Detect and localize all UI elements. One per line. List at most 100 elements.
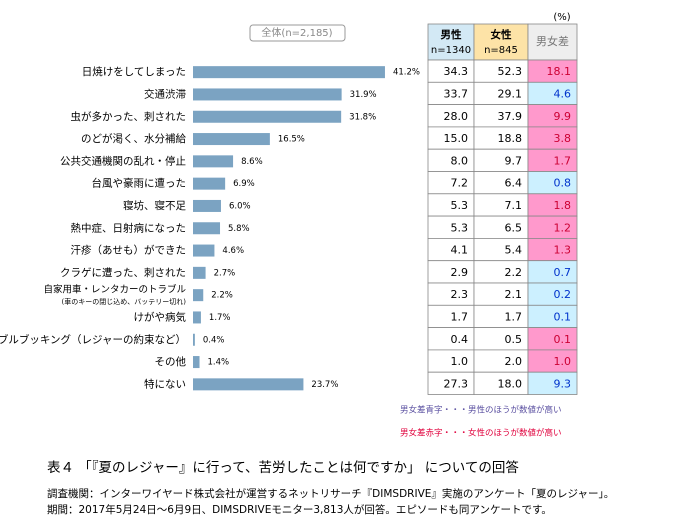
- category-label: 特にない: [144, 378, 186, 390]
- cell-value: 27.3: [444, 377, 469, 390]
- category-label: 寝坊、寝不足: [123, 199, 186, 212]
- value-label: 6.0%: [229, 201, 251, 211]
- value-label: 23.7%: [311, 380, 338, 390]
- cell-value: 5.4: [505, 244, 523, 257]
- header-cell: [527, 23, 578, 61]
- footnote: 調査機関：インターワイヤード株式会社が運営するネットリサーチ『DIMSDRIVE…: [47, 487, 614, 500]
- cell-value: 18.1: [547, 65, 572, 78]
- category-label: 日焼けをしてしまった: [82, 66, 186, 78]
- cell-value: 0.4: [451, 333, 469, 346]
- value-label: 2.2%: [211, 291, 233, 301]
- bar: [193, 110, 342, 123]
- cell-value: 5.3: [451, 221, 469, 234]
- unit-label: (%): [553, 12, 570, 23]
- cell-value: 0.1: [554, 310, 572, 323]
- cell-value: 0.8: [554, 177, 572, 190]
- cell-value: 0.7: [554, 266, 572, 279]
- cell-value: 1.7: [505, 310, 523, 323]
- cell-value: 7.2: [451, 177, 469, 190]
- category-label: 交通渋滞: [144, 87, 186, 100]
- cell-value: 1.7: [451, 310, 469, 323]
- category-label: 熱中症、日射病になった: [71, 221, 187, 234]
- cell-value: 5.3: [451, 199, 469, 212]
- table-cell: [527, 371, 578, 395]
- value-label: 5.8%: [228, 224, 250, 234]
- header-label: 男性: [441, 28, 462, 41]
- cell-value: 9.7: [505, 154, 523, 167]
- value-label: 31.9%: [350, 90, 377, 100]
- cell-value: 1.0: [451, 355, 469, 368]
- cell-value: 52.3: [498, 65, 523, 78]
- cell-value: 0.5: [505, 333, 523, 346]
- bar: [193, 333, 195, 346]
- bar: [193, 133, 270, 146]
- cell-value: 1.3: [554, 244, 572, 257]
- cell-value: 4.6: [554, 87, 572, 100]
- category-label: 虫が多かった、刺された: [71, 110, 187, 123]
- category-label: 自家用車・レンタカーのトラブル: [43, 284, 186, 296]
- bar: [193, 356, 200, 369]
- footnote: 期間：2017年5月24日～6月9日、DIMSDRIVEモニター3,813人が回…: [47, 503, 552, 516]
- cell-value: 28.0: [444, 110, 469, 123]
- header-label: 女性: [491, 28, 512, 41]
- value-label: 16.5%: [278, 135, 305, 145]
- category-label: その他: [155, 355, 187, 368]
- value-label: 1.4%: [208, 358, 230, 368]
- cell-value: 9.9: [554, 110, 572, 123]
- value-label: 41.2%: [393, 68, 420, 78]
- bar: [193, 378, 304, 391]
- cell-value: 2.3: [451, 288, 469, 301]
- cell-value: 0.1: [554, 333, 572, 346]
- category-label: 台風や豪雨に遭った: [92, 177, 187, 190]
- header-n: n=1340: [431, 45, 471, 56]
- value-label: 6.9%: [233, 179, 255, 189]
- header-label: 男女差: [536, 34, 569, 48]
- cell-value: 34.3: [444, 65, 469, 78]
- bar: [193, 88, 342, 101]
- bar: [193, 266, 206, 279]
- chart-title: 表４ 「『夏のレジャー』に行って、苦労したことは何ですか」 についての回答: [47, 459, 519, 476]
- header-cell: [427, 23, 475, 61]
- cell-value: 37.9: [498, 110, 523, 123]
- value-label: 8.6%: [241, 157, 263, 167]
- note: 男女差赤字・・・女性のほうが数値が高い: [400, 428, 562, 439]
- cell-value: 1.2: [554, 221, 572, 234]
- category-label: ダブルブッキング（レジャーの約束など）: [0, 333, 186, 346]
- bar: [193, 222, 221, 235]
- cell-value: 15.0: [444, 132, 469, 145]
- category-label: クラゲに遭った、刺された: [60, 266, 186, 279]
- cell-value: 1.0: [554, 355, 572, 368]
- category-label: けがや病気: [134, 310, 187, 323]
- header-cell: [473, 23, 529, 61]
- bar: [193, 289, 204, 302]
- cell-value: 33.7: [444, 87, 469, 100]
- cell-value: 1.8: [554, 199, 572, 212]
- bar: [193, 244, 215, 257]
- cell-value: 7.1: [505, 199, 523, 212]
- value-label: 4.6%: [222, 246, 244, 256]
- note: 男女差青字・・・男性のほうが数値が高い: [400, 405, 562, 416]
- category-subnote: (車のキーの閉じ込め、バッテリー切れ): [62, 297, 187, 306]
- cell-value: 8.0: [451, 154, 469, 167]
- cell-value: 4.1: [451, 244, 469, 257]
- category-label: のどが渇く、水分補給: [81, 132, 186, 145]
- cell-value: 6.5: [505, 221, 523, 234]
- cell-value: 0.2: [554, 288, 572, 301]
- bar: [193, 66, 385, 79]
- header-n: n=845: [484, 45, 518, 56]
- cell-value: 6.4: [505, 177, 523, 190]
- cell-value: 18.8: [498, 132, 523, 145]
- cell-value: 1.7: [554, 154, 572, 167]
- value-label: 31.8%: [349, 112, 376, 122]
- cell-value: 2.1: [505, 288, 523, 301]
- value-label: 0.4%: [203, 335, 225, 345]
- bar: [193, 155, 234, 168]
- cell-value: 3.8: [554, 132, 572, 145]
- bar: [193, 311, 201, 324]
- bar: [193, 199, 221, 212]
- cell-value: 2.2: [505, 266, 523, 279]
- overall-box: [249, 24, 346, 42]
- cell-value: 18.0: [498, 377, 523, 390]
- category-label: 汗疹（あせも）ができた: [71, 244, 187, 257]
